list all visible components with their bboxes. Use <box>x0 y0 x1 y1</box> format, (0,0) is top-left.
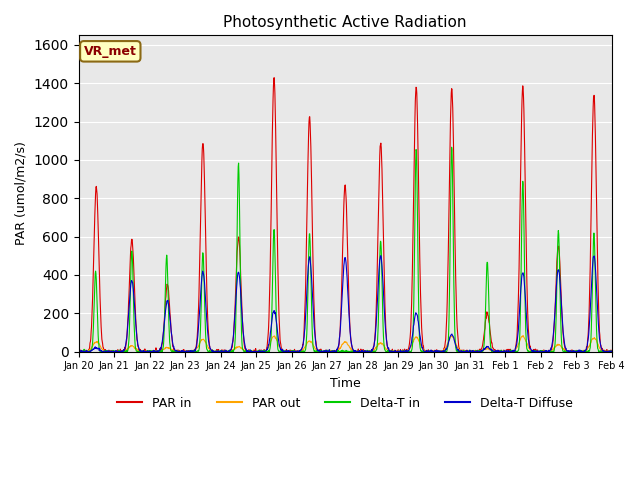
Legend: PAR in, PAR out, Delta-T in, Delta-T Diffuse: PAR in, PAR out, Delta-T in, Delta-T Dif… <box>112 392 578 415</box>
PAR in <box>75 348 83 354</box>
Delta-T Diffuse <box>75 348 83 354</box>
Delta-T in <box>180 348 188 354</box>
PAR in <box>498 348 506 354</box>
Line: PAR out: PAR out <box>79 336 612 351</box>
Title: Photosynthetic Active Radiation: Photosynthetic Active Radiation <box>223 15 467 30</box>
PAR out <box>545 348 553 354</box>
PAR in <box>75 348 83 354</box>
PAR out <box>608 348 616 354</box>
Line: Delta-T in: Delta-T in <box>79 147 612 351</box>
Delta-T Diffuse <box>498 348 506 354</box>
Delta-T Diffuse <box>608 348 616 354</box>
PAR in <box>253 348 261 354</box>
PAR in <box>180 348 188 354</box>
Delta-T in <box>545 348 552 354</box>
Delta-T in <box>193 348 201 354</box>
PAR out <box>75 348 83 354</box>
PAR out <box>76 348 83 354</box>
Delta-T in <box>253 348 260 354</box>
Delta-T Diffuse <box>180 348 188 354</box>
Delta-T Diffuse <box>545 348 552 353</box>
Y-axis label: PAR (umol/m2/s): PAR (umol/m2/s) <box>15 142 28 245</box>
Delta-T in <box>608 348 616 354</box>
Delta-T Diffuse <box>377 253 385 259</box>
Delta-T in <box>498 348 506 354</box>
PAR out <box>519 333 527 338</box>
Delta-T in <box>428 348 435 354</box>
PAR in <box>194 329 202 335</box>
PAR out <box>428 348 436 354</box>
Delta-T Diffuse <box>193 338 201 344</box>
Delta-T Diffuse <box>428 348 436 354</box>
PAR out <box>180 348 188 354</box>
Delta-T in <box>75 348 83 354</box>
PAR in <box>545 348 553 353</box>
PAR out <box>253 348 261 354</box>
PAR out <box>498 348 506 354</box>
PAR out <box>194 345 202 350</box>
Line: PAR in: PAR in <box>79 78 612 351</box>
Delta-T in <box>448 144 456 150</box>
PAR in <box>608 348 616 354</box>
Delta-T Diffuse <box>253 348 260 354</box>
PAR in <box>429 348 436 353</box>
Text: VR_met: VR_met <box>84 45 137 58</box>
X-axis label: Time: Time <box>330 377 360 390</box>
Line: Delta-T Diffuse: Delta-T Diffuse <box>79 256 612 351</box>
PAR in <box>270 75 278 81</box>
